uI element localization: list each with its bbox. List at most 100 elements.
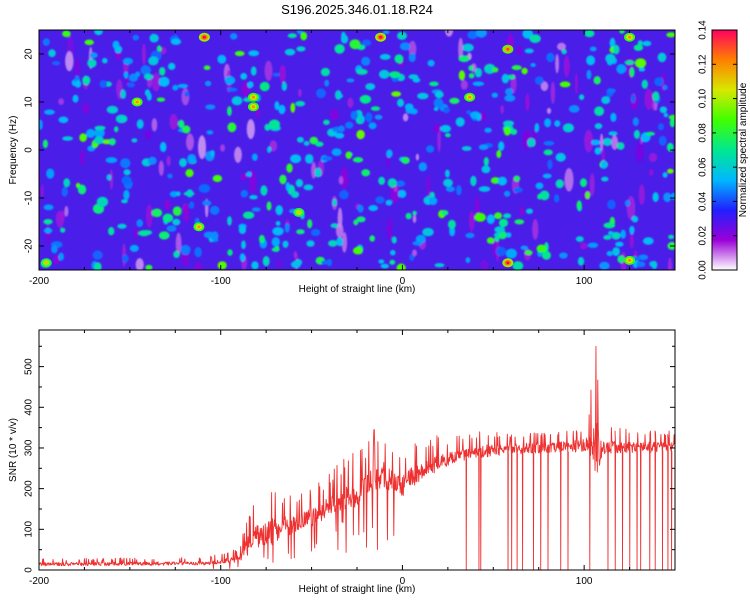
spectral-blob	[445, 186, 455, 193]
spectral-blob	[496, 246, 506, 257]
spectral-blob	[336, 237, 344, 247]
spectral-blob	[248, 50, 260, 57]
spectral-blob	[659, 106, 668, 114]
spectral-blob	[290, 191, 300, 198]
spectral-blob	[94, 128, 105, 138]
spectral-blob	[361, 169, 371, 177]
spectral-blob	[167, 173, 173, 179]
spectral-blob	[521, 67, 528, 75]
streak	[550, 81, 556, 104]
spectral-blob	[258, 234, 265, 244]
colorbar-tick-label: 0.08	[698, 123, 709, 143]
x-tick-label: 100	[576, 276, 593, 287]
spectral-blob	[117, 223, 127, 229]
spectral-blob	[524, 48, 534, 54]
spectral-blob	[285, 182, 290, 192]
spectral-blob	[462, 43, 474, 52]
hot-spot	[251, 105, 256, 109]
spectral-blob	[290, 102, 296, 113]
spectral-blob	[204, 80, 212, 87]
colorbar-frame	[711, 29, 738, 271]
spectral-blob	[512, 261, 524, 270]
spectral-blob	[62, 136, 73, 141]
spectral-blob	[667, 168, 674, 174]
spectrogram-x-axis-label: Height of straight line (km)	[299, 284, 416, 295]
spectral-blob	[338, 125, 345, 133]
hot-spot	[506, 261, 510, 265]
x-tick-label: -200	[29, 576, 49, 587]
streak	[60, 211, 65, 222]
colorbar: 0.00 0.02 0.04 0.06 0.08 0.10 0.12 0.14 Normali…	[698, 20, 749, 280]
spectral-blob	[600, 160, 608, 169]
spectral-blob	[295, 179, 304, 188]
spectral-blob	[391, 91, 401, 97]
streak	[183, 205, 190, 222]
spectral-blob	[474, 212, 486, 222]
spectral-blob	[339, 190, 349, 200]
spectral-blob	[654, 77, 664, 87]
snr-series	[39, 345, 675, 570]
spectral-blob	[349, 39, 361, 50]
spectral-blob	[635, 58, 647, 68]
hot-spot	[468, 95, 472, 99]
spectral-blob	[58, 252, 64, 261]
spectral-blob	[620, 229, 626, 239]
streak	[480, 111, 487, 122]
spectral-blob	[48, 49, 56, 58]
y-tick-label: 10	[24, 96, 35, 108]
streak	[234, 146, 242, 163]
spectral-blob	[272, 227, 284, 236]
streak	[408, 40, 417, 58]
spectral-blob	[274, 101, 280, 111]
spectral-blob	[314, 167, 322, 178]
spectral-blob	[352, 246, 363, 255]
streak	[293, 251, 297, 259]
spectral-blob	[608, 231, 614, 236]
spectral-blob	[51, 244, 58, 254]
spectral-blob	[577, 256, 585, 266]
spectral-blob	[613, 44, 620, 55]
spectral-blob	[108, 138, 116, 146]
spectral-blob	[494, 212, 502, 220]
streak	[584, 129, 593, 153]
spectral-blob	[166, 225, 177, 232]
spectral-blob	[603, 235, 612, 240]
streak	[519, 206, 524, 217]
spectral-blob	[345, 121, 354, 129]
spectral-blob	[378, 176, 385, 185]
spectral-blob	[498, 230, 508, 240]
spectral-blob	[247, 81, 254, 89]
spectral-blob	[651, 260, 658, 270]
spectral-blob	[42, 38, 50, 46]
spectral-blob	[638, 67, 646, 72]
colorbar-label: Normalized spectral amplitude	[738, 82, 749, 217]
spectral-blob	[306, 240, 315, 247]
spectral-blob	[281, 81, 287, 92]
spectral-blob	[282, 240, 289, 248]
spectral-blob	[307, 219, 313, 229]
spectral-blob	[663, 192, 672, 203]
spectral-blob	[642, 237, 654, 245]
colorbar-scale	[712, 30, 737, 270]
spectral-blob	[547, 159, 553, 170]
spectral-blob	[46, 168, 55, 179]
streak	[492, 238, 497, 258]
spectral-blob	[156, 45, 162, 52]
spectral-blob	[379, 53, 391, 60]
snr-plot-area	[39, 330, 675, 570]
spectral-blob	[328, 240, 338, 247]
spectral-blob	[412, 210, 417, 216]
spectral-blob	[514, 219, 525, 225]
spectral-blob	[194, 247, 202, 258]
y-tick-label: 0	[24, 567, 35, 573]
spectral-blob	[652, 91, 660, 102]
x-tick-label: -100	[211, 576, 231, 587]
spectral-blob	[346, 78, 355, 83]
spectral-blob	[382, 30, 390, 35]
spectral-blob	[185, 169, 194, 178]
streak	[437, 128, 441, 152]
spectral-blob	[468, 73, 475, 79]
spectral-blob	[242, 211, 255, 219]
spectral-blob	[433, 107, 439, 111]
